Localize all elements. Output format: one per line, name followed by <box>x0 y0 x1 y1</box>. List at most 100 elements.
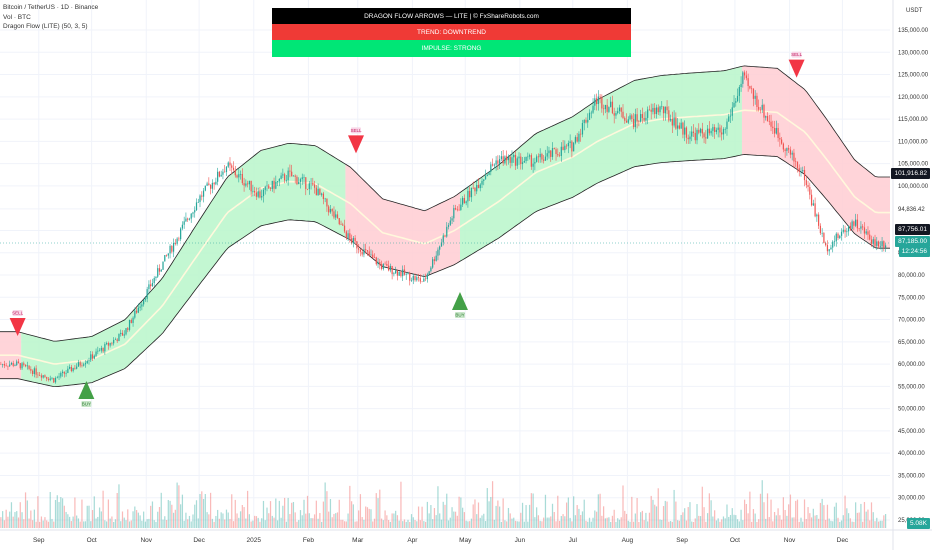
volume-bar <box>516 521 518 528</box>
volume-bar <box>537 515 540 528</box>
candle-body <box>692 131 695 134</box>
volume-bar <box>874 521 876 528</box>
volume-bar <box>310 518 312 528</box>
candle-body <box>125 328 127 335</box>
candle-body <box>477 184 480 189</box>
volume-bar <box>14 512 16 528</box>
candle-body <box>632 118 635 128</box>
candle-body <box>322 193 325 200</box>
candle-body <box>580 133 582 135</box>
volume-bar <box>359 494 362 528</box>
volume-bar <box>77 518 80 528</box>
volume-bar <box>585 520 587 528</box>
candle-body <box>294 175 296 177</box>
volume-bar <box>86 505 88 528</box>
price-tick-label: 130,000.00 <box>898 50 929 56</box>
volume-bar <box>153 520 155 528</box>
candle-body <box>319 188 321 195</box>
candle-body <box>176 238 178 244</box>
candle-body <box>565 145 568 147</box>
candle-body <box>867 231 869 235</box>
volume-bar <box>384 510 386 528</box>
candle-body <box>810 194 813 206</box>
volume-bar <box>44 517 46 528</box>
volume-bar <box>484 521 487 528</box>
candle-body <box>368 251 370 256</box>
candle-body <box>160 269 162 272</box>
volume-bar <box>289 514 291 528</box>
candle-body <box>846 231 848 233</box>
candle-body <box>123 334 125 336</box>
volume-bar <box>329 499 332 528</box>
volume-bar <box>204 493 206 528</box>
candle-body <box>576 137 578 142</box>
candle-body <box>791 152 793 155</box>
volume-bar <box>495 505 497 528</box>
volume-bar <box>715 520 718 528</box>
volume-indicator-label[interactable]: Vol · BTC <box>3 13 31 21</box>
volume-bar <box>706 513 709 528</box>
volume-bar <box>661 519 663 528</box>
candle-body <box>558 155 561 156</box>
volume-bar <box>317 518 319 528</box>
volume-bar <box>294 512 296 528</box>
price-tick-label: 70,000.00 <box>898 318 925 324</box>
countdown-tag: 12:24:56 <box>898 246 930 257</box>
candle-body <box>745 75 747 79</box>
volume-bar <box>564 516 566 528</box>
symbol-title[interactable]: Bitcoin / TetherUS · 1D · Binance <box>3 4 99 11</box>
volume-bar <box>671 521 673 528</box>
volume-bar <box>31 520 34 528</box>
candle-body <box>21 363 23 369</box>
volume-bar <box>647 521 649 528</box>
price-tick-label: 115,000.00 <box>898 117 928 123</box>
volume-bar <box>83 521 85 528</box>
volume-bar <box>809 513 811 528</box>
candle-body <box>805 180 807 186</box>
volume-bar <box>606 517 608 528</box>
candle-body <box>735 101 737 103</box>
candle-body <box>14 365 16 366</box>
volume-bar <box>530 493 532 528</box>
candle-body <box>224 171 226 173</box>
volume-bar <box>738 521 740 528</box>
candle-body <box>879 246 881 247</box>
candle-body <box>426 274 428 280</box>
volume-bar <box>375 493 377 528</box>
candle-body <box>349 233 351 239</box>
candle-body <box>555 149 557 155</box>
volume-bar <box>180 504 182 528</box>
candle-body <box>655 107 658 115</box>
volume-bar <box>557 495 559 528</box>
candle-body <box>777 127 779 138</box>
volume-bar <box>655 506 658 528</box>
time-tick-label: Oct <box>87 537 97 544</box>
volume-bar <box>721 519 723 528</box>
volume-bar <box>648 512 651 528</box>
volume-bar <box>414 520 416 528</box>
candle-body <box>63 371 65 374</box>
volume-bar <box>587 521 589 528</box>
volume-bar <box>768 517 770 528</box>
candle-body <box>758 106 760 110</box>
volume-bar <box>3 520 6 528</box>
candle-body <box>206 183 208 186</box>
volume-bar <box>0 517 2 528</box>
dragon-flow-indicator-label[interactable]: Dragon Flow (LITE) (50, 3, 5) <box>3 23 88 30</box>
volume-bar <box>282 505 284 528</box>
candle-body <box>130 319 132 323</box>
volume-bar <box>451 507 453 528</box>
candle-body <box>266 185 268 187</box>
volume-bar <box>234 499 236 528</box>
candle-body <box>250 180 252 192</box>
volume-bar <box>722 516 725 528</box>
candle-body <box>608 107 610 112</box>
candle-body <box>544 156 547 161</box>
volume-bar <box>42 520 44 528</box>
volume-bar <box>239 511 242 528</box>
volume-bar <box>763 502 765 528</box>
candle-body <box>869 234 871 240</box>
candle-body <box>137 307 139 313</box>
candle-body <box>571 141 573 152</box>
